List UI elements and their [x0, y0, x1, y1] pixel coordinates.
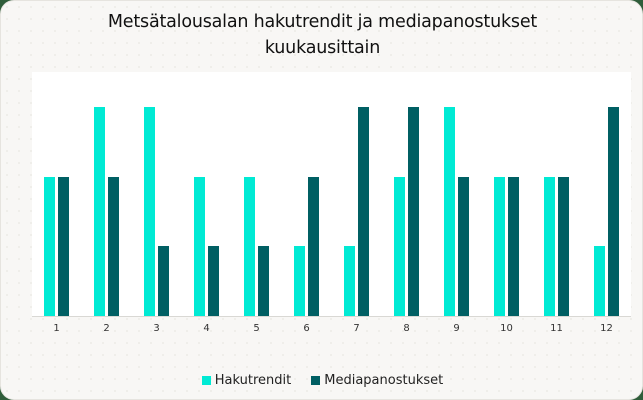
- legend-item-mediapanostukset[interactable]: Mediapanostukset: [311, 373, 443, 388]
- x-tick-label: 12: [600, 323, 613, 334]
- bar-hakutrendit-10[interactable]: [494, 176, 505, 316]
- bar-hakutrendit-5[interactable]: [244, 176, 255, 316]
- bar-mediapanostukset-4[interactable]: [208, 246, 219, 316]
- bar-hakutrendit-9[interactable]: [444, 106, 455, 316]
- bar-mediapanostukset-12[interactable]: [608, 106, 619, 316]
- legend-item-hakutrendit[interactable]: Hakutrendit: [201, 373, 292, 388]
- bar-mediapanostukset-11[interactable]: [558, 176, 569, 316]
- legend: Hakutrendit Mediapanostukset: [1, 373, 643, 388]
- chart-title-line-1: Metsätalousalan hakutrendit ja mediapano…: [107, 12, 538, 32]
- x-tick-label: 8: [403, 323, 410, 334]
- legend-label-mediapanostukset: Mediapanostukset: [324, 373, 444, 388]
- bar-hakutrendit-6[interactable]: [294, 246, 305, 316]
- x-axis-line: [32, 316, 631, 317]
- bar-hakutrendit-3[interactable]: [144, 106, 155, 316]
- x-tick-label: 3: [153, 323, 160, 334]
- x-tick-label: 5: [253, 323, 260, 334]
- bar-mediapanostukset-1[interactable]: [58, 176, 69, 316]
- chart-title-line-2: kuukausittain: [264, 38, 381, 58]
- bar-mediapanostukset-2[interactable]: [108, 176, 119, 316]
- legend-swatch-mediapanostukset: [311, 376, 321, 385]
- x-tick-label: 2: [103, 323, 110, 334]
- x-tick-label: 9: [453, 323, 460, 334]
- chart-title: Metsätalousalan hakutrendit ja mediapano…: [1, 9, 643, 61]
- plot-area: [32, 72, 631, 316]
- x-tick-label: 11: [550, 323, 563, 334]
- x-tick-label: 4: [203, 323, 210, 334]
- bar-mediapanostukset-10[interactable]: [508, 176, 519, 316]
- bar-mediapanostukset-3[interactable]: [158, 246, 169, 316]
- bar-mediapanostukset-5[interactable]: [258, 246, 269, 316]
- bar-hakutrendit-1[interactable]: [44, 176, 55, 316]
- bar-mediapanostukset-8[interactable]: [408, 106, 419, 316]
- x-tick-label: 1: [53, 323, 60, 334]
- legend-label-hakutrendit: Hakutrendit: [214, 373, 292, 388]
- bar-hakutrendit-2[interactable]: [94, 106, 105, 316]
- bar-hakutrendit-11[interactable]: [544, 176, 555, 316]
- bar-mediapanostukset-7[interactable]: [358, 106, 369, 316]
- x-tick-label: 10: [500, 323, 513, 334]
- bar-hakutrendit-8[interactable]: [394, 176, 405, 316]
- bar-mediapanostukset-6[interactable]: [308, 176, 319, 316]
- legend-swatch-hakutrendit: [201, 376, 211, 385]
- bar-hakutrendit-4[interactable]: [194, 176, 205, 316]
- bar-hakutrendit-7[interactable]: [344, 246, 355, 316]
- x-tick-label: 7: [353, 323, 360, 334]
- bar-mediapanostukset-9[interactable]: [458, 176, 469, 316]
- x-tick-label: 6: [303, 323, 310, 334]
- bar-hakutrendit-12[interactable]: [594, 246, 605, 316]
